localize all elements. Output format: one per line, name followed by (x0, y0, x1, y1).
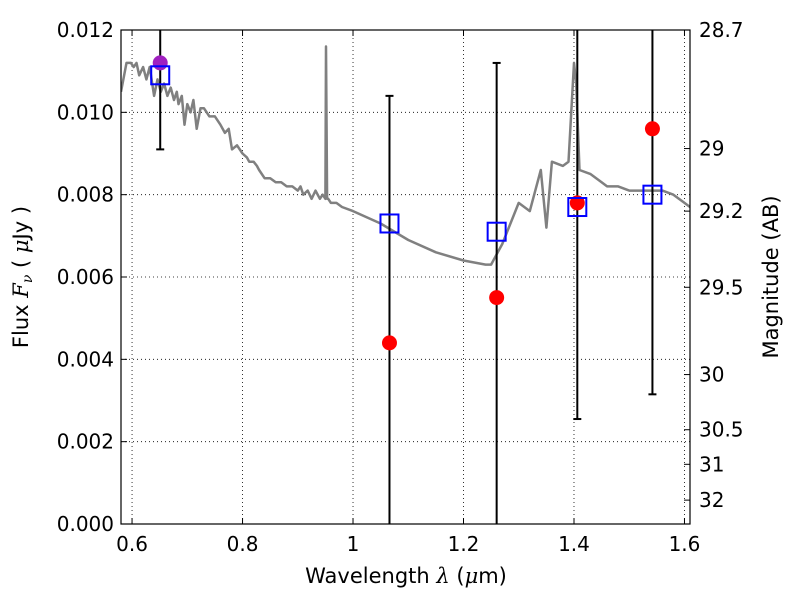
model-flux-square (486, 221, 507, 242)
x-tick-label: 1 (347, 532, 360, 556)
observed-flux-point (644, 121, 660, 137)
model-spectrum-line (121, 45, 690, 266)
y-tick-label: 0.008 (57, 183, 114, 207)
y-tick-label: 0.000 (57, 512, 114, 536)
y-axis-label: Flux Fν ( μJy ) (9, 206, 36, 348)
y2-tick-label: 29 (699, 137, 724, 161)
y2-tick-label: 29.2 (699, 199, 744, 223)
model-flux-square (379, 213, 400, 234)
y2-tick-label: 29.5 (699, 275, 744, 299)
model-flux-square (567, 197, 588, 218)
grid (121, 30, 690, 524)
observed-flux-point (152, 55, 168, 71)
x-axis-label: Wavelength λ (μm) (305, 564, 507, 588)
y2-axis-label: Magnitude (AB) (759, 195, 783, 358)
plot-area (121, 30, 690, 524)
model-flux-square (150, 65, 171, 86)
x-tick-label: 0.6 (116, 532, 148, 556)
observed-flux-point (489, 290, 505, 306)
y2-tick-label: 32 (699, 488, 724, 512)
y2-tick-label: 30 (699, 363, 724, 387)
x-tick-label: 1.4 (558, 532, 590, 556)
y-tick-labels: 0.000 0.002 0.004 0.006 0.008 0.010 0.012 (57, 18, 114, 536)
y-tick-label: 0.004 (57, 347, 114, 371)
ticks (121, 29, 690, 525)
observed-flux-point (381, 335, 397, 351)
plot-clipped (121, 30, 690, 524)
y2-tick-label: 31 (699, 452, 724, 476)
y-tick-label: 0.006 (57, 265, 114, 289)
x-tick-label: 1.6 (669, 532, 701, 556)
x-tick-labels: 0.6 0.8 1 1.2 1.4 1.6 (116, 532, 700, 556)
y-tick-label: 0.012 (57, 18, 114, 42)
y2-tick-label: 28.7 (699, 18, 744, 42)
y-tick-label: 0.010 (57, 100, 114, 124)
model-flux-square (642, 184, 663, 205)
y-tick-label: 0.002 (57, 430, 114, 454)
observed-flux-point (569, 195, 585, 211)
y2-tick-label: 30.5 (699, 418, 744, 442)
y2-tick-labels: 28.7 29 29.2 29.5 30 30.5 31 32 (699, 18, 744, 512)
x-tick-label: 1.2 (448, 532, 480, 556)
x-tick-label: 0.8 (227, 532, 259, 556)
